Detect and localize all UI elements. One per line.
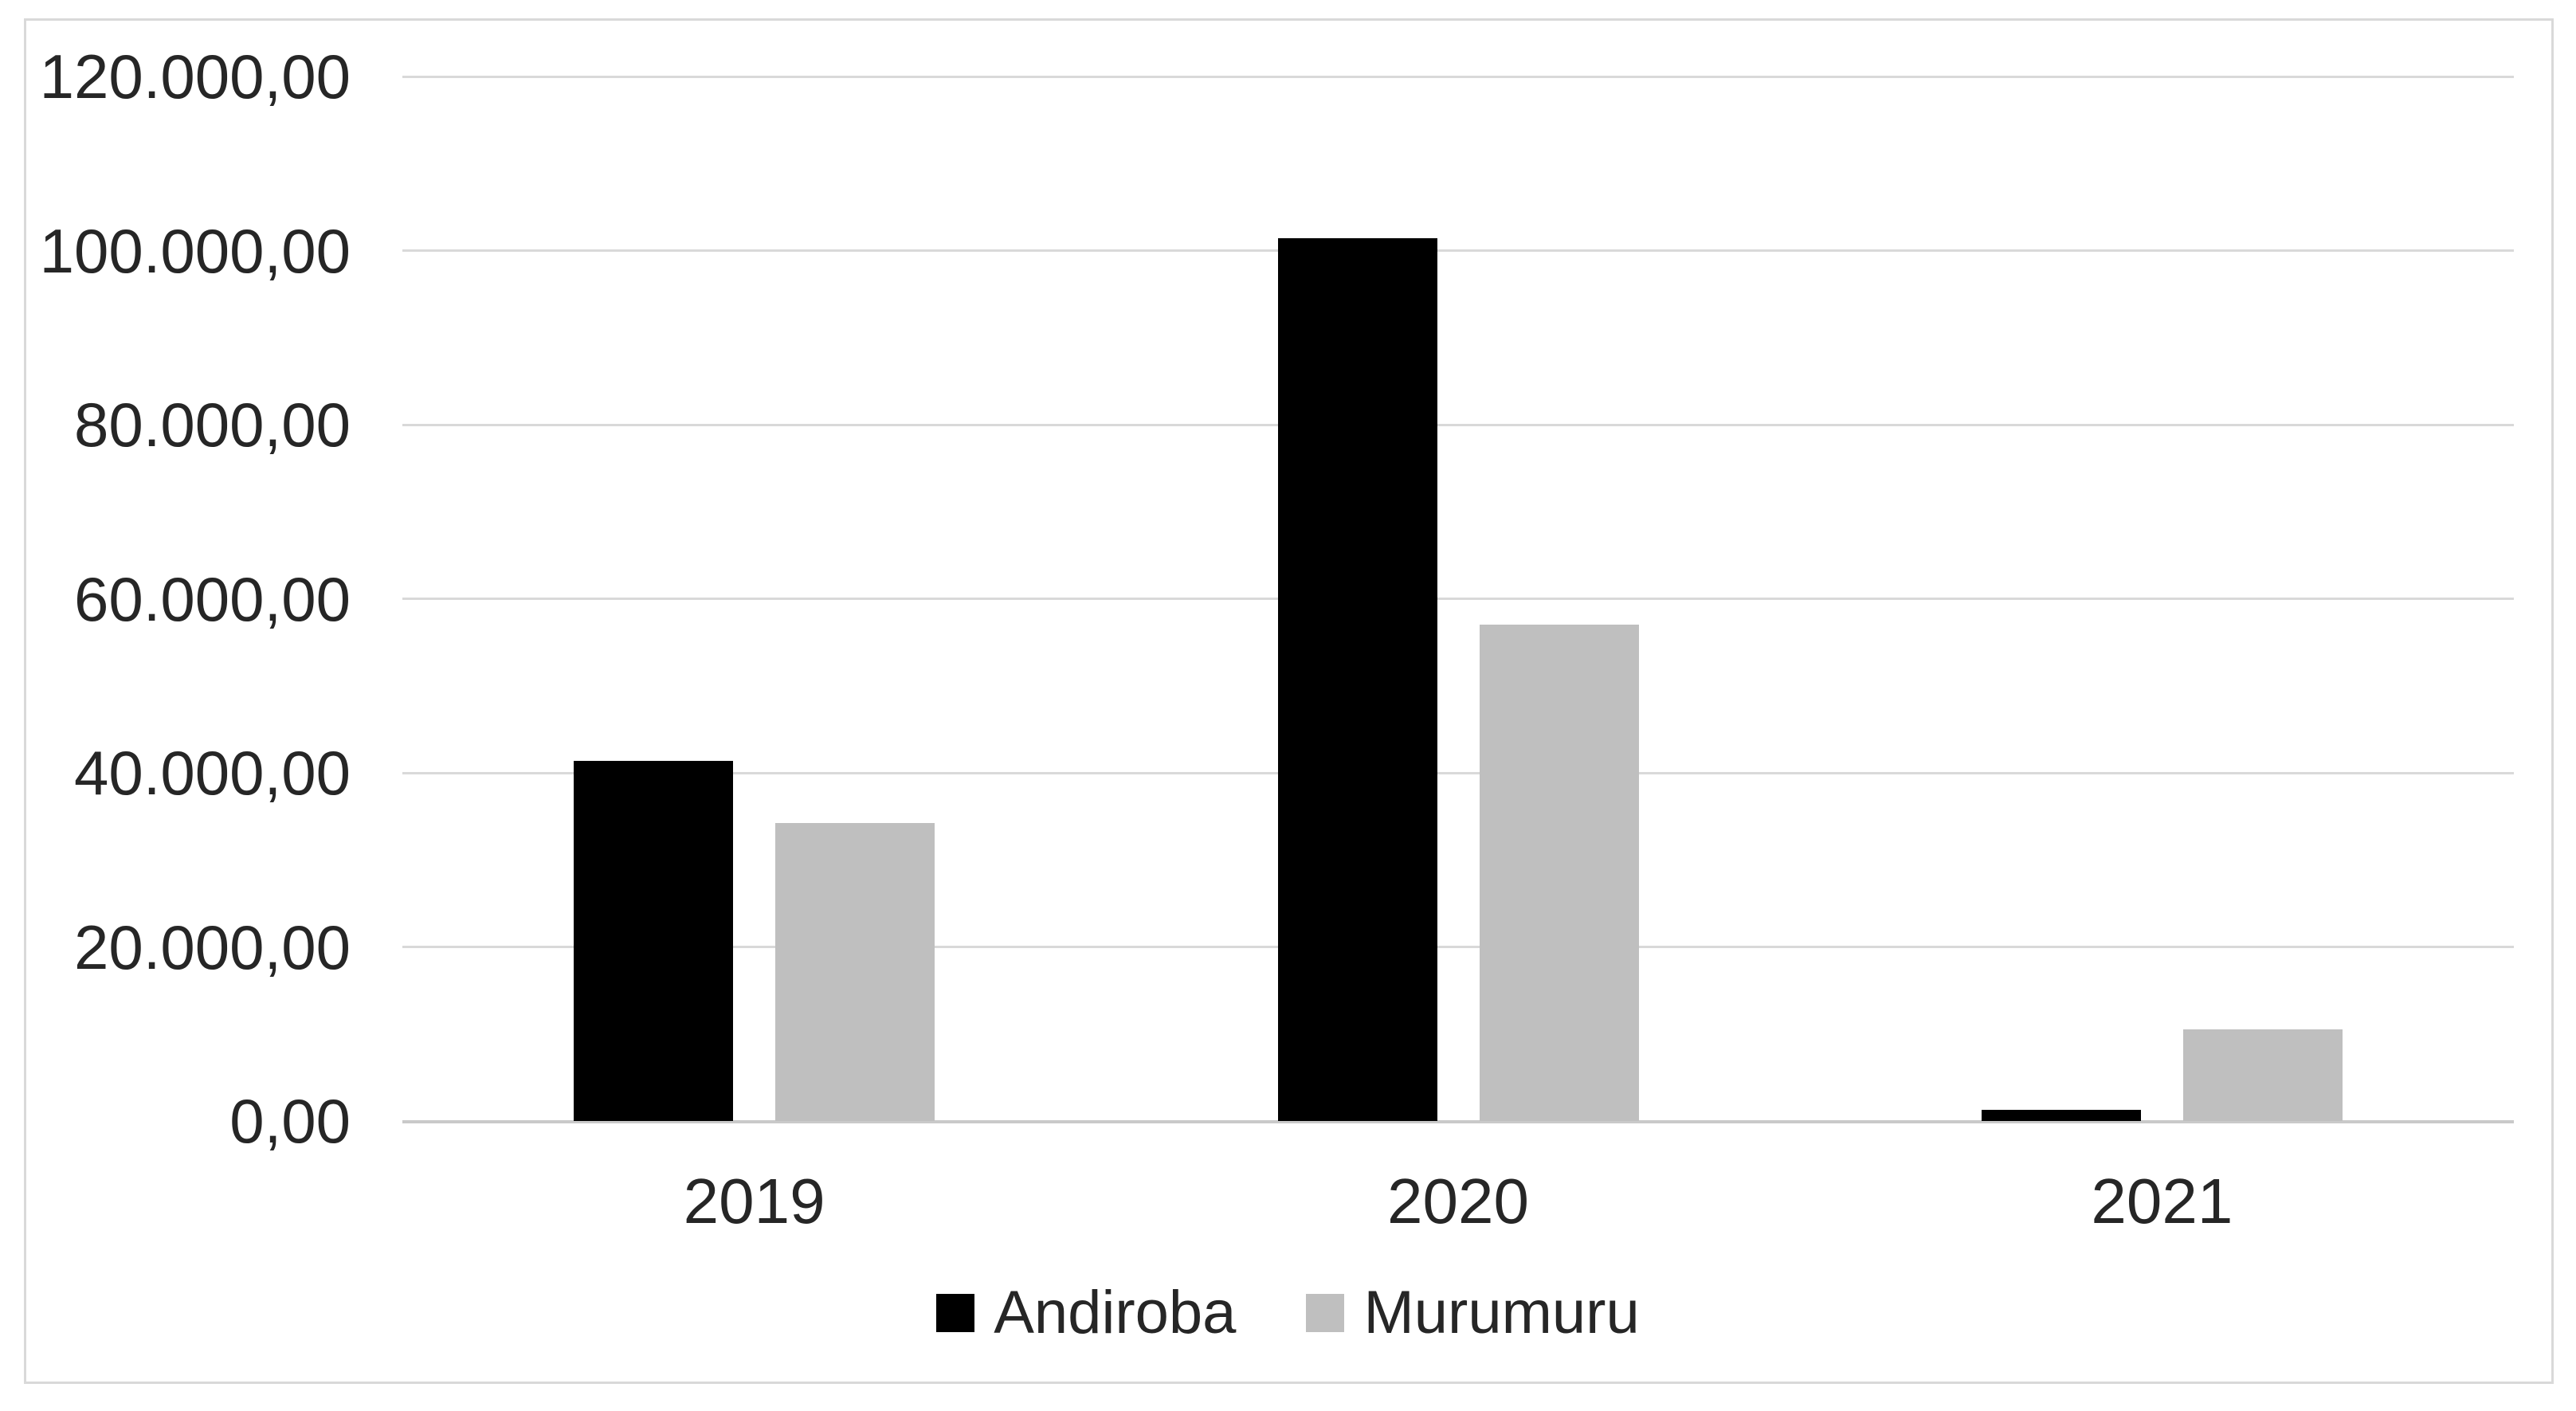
legend-label: Murumuru [1363,1279,1640,1346]
bar-andiroba-2021 [1981,1109,2141,1121]
bar-murumuru-2020 [1479,625,1639,1121]
legend: Andiroba Murumuru [0,1273,2576,1353]
bar-andiroba-2019 [574,760,734,1121]
gridline [402,75,2514,78]
legend-item-murumuru: Murumuru [1306,1279,1640,1346]
chart-frame [24,18,2554,1384]
y-tick-label: 120.000,00 [39,41,351,112]
bar-andiroba-2020 [1277,238,1437,1121]
plot-area [402,75,2514,1123]
legend-item-andiroba: Andiroba [936,1283,1236,1343]
y-tick-label: 80.000,00 [73,390,351,460]
y-tick-label: 40.000,00 [73,738,351,808]
x-category-label: 2020 [1387,1166,1529,1237]
y-tick-label: 0,00 [229,1086,351,1156]
x-axis-line [402,1119,2514,1123]
y-tick-label: 60.000,00 [73,563,351,634]
legend-swatch-murumuru [1306,1294,1345,1332]
x-category-label: 2019 [683,1166,825,1237]
legend-swatch-andiroba [936,1294,975,1332]
x-category-label: 2021 [2091,1166,2233,1237]
legend-label: Andiroba [994,1279,1237,1346]
bar-murumuru-2019 [775,823,935,1121]
gridline [402,423,2514,426]
bar-murumuru-2021 [2182,1029,2343,1121]
gridline [402,249,2514,252]
gridline [402,598,2514,600]
gridline [402,771,2514,774]
y-tick-label: 100.000,00 [39,215,351,286]
y-tick-label: 20.000,00 [73,911,351,982]
gridline [402,946,2514,948]
